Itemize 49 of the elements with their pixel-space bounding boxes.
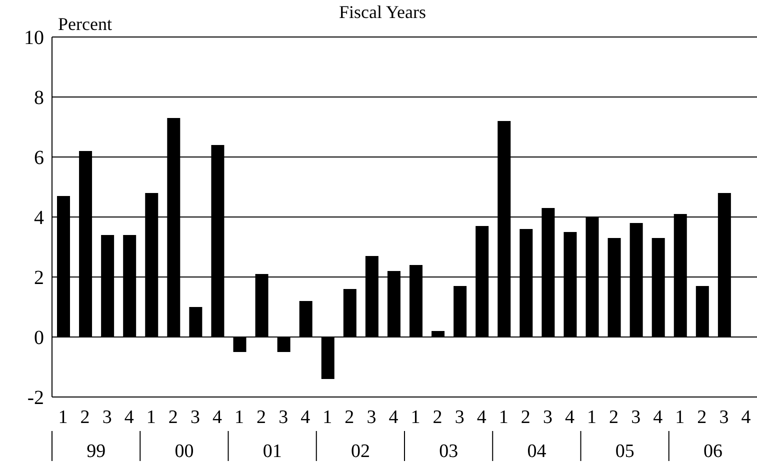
text: 02 <box>350 441 370 462</box>
x-tick-label: 1 <box>498 407 508 428</box>
x-tick-label: 4 <box>741 407 752 428</box>
y-tick-label: 8 <box>34 87 44 110</box>
x-tick-label: 1 <box>410 407 420 428</box>
x-tick-label: 4 <box>300 407 311 428</box>
text: 99 <box>86 441 106 462</box>
x-tick-label: 1 <box>675 407 685 428</box>
x-tick-label: 1 <box>234 407 244 428</box>
x-tick-label: 3 <box>542 407 552 428</box>
x-tick-label: 3 <box>719 407 729 428</box>
x-tick-label: 2 <box>168 407 178 428</box>
x-tick-label: 2 <box>697 407 707 428</box>
x-tick-label: 3 <box>102 407 112 428</box>
x-tick-label: 4 <box>212 407 222 428</box>
chart-title: Fiscal Years <box>338 2 426 22</box>
y-tick-label: -2 <box>27 387 44 410</box>
y-axis-title: Percent <box>58 14 112 35</box>
x-tick-label: 3 <box>454 407 464 428</box>
x-tick-label: 2 <box>609 407 619 428</box>
x-tick-label: 3 <box>278 407 288 428</box>
x-tick-label: 3 <box>190 407 200 428</box>
text: 01 <box>262 441 282 462</box>
x-tick-label: 4 <box>564 407 575 428</box>
text: 00 <box>174 441 194 462</box>
text: 05 <box>615 441 634 462</box>
x-tick-label: 1 <box>322 407 332 428</box>
text: 03 <box>439 441 458 462</box>
x-tick-label: 4 <box>653 407 664 428</box>
y-tick-label: 6 <box>34 147 44 170</box>
y-tick-label: 0 <box>34 327 44 350</box>
y-tick-label: 2 <box>34 267 44 290</box>
x-tick-label: 2 <box>432 407 442 428</box>
x-tick-label: 3 <box>631 407 641 428</box>
text: 06 <box>703 441 722 462</box>
x-tick-label: 4 <box>476 407 487 428</box>
x-tick-label: 3 <box>366 407 376 428</box>
x-tick-label: 4 <box>124 407 134 428</box>
y-tick-label: 10 <box>24 27 44 50</box>
x-tick-label: 1 <box>587 407 597 428</box>
text: 04 <box>527 441 547 462</box>
x-tick-label: 2 <box>344 407 354 428</box>
y-tick-label: 4 <box>34 207 44 230</box>
x-tick-label: 4 <box>388 407 399 428</box>
x-tick-label: 1 <box>146 407 156 428</box>
x-tick-label: 1 <box>58 407 68 428</box>
x-tick-label: 2 <box>520 407 530 428</box>
x-tick-label: 2 <box>80 407 90 428</box>
x-tick-label: 2 <box>256 407 266 428</box>
